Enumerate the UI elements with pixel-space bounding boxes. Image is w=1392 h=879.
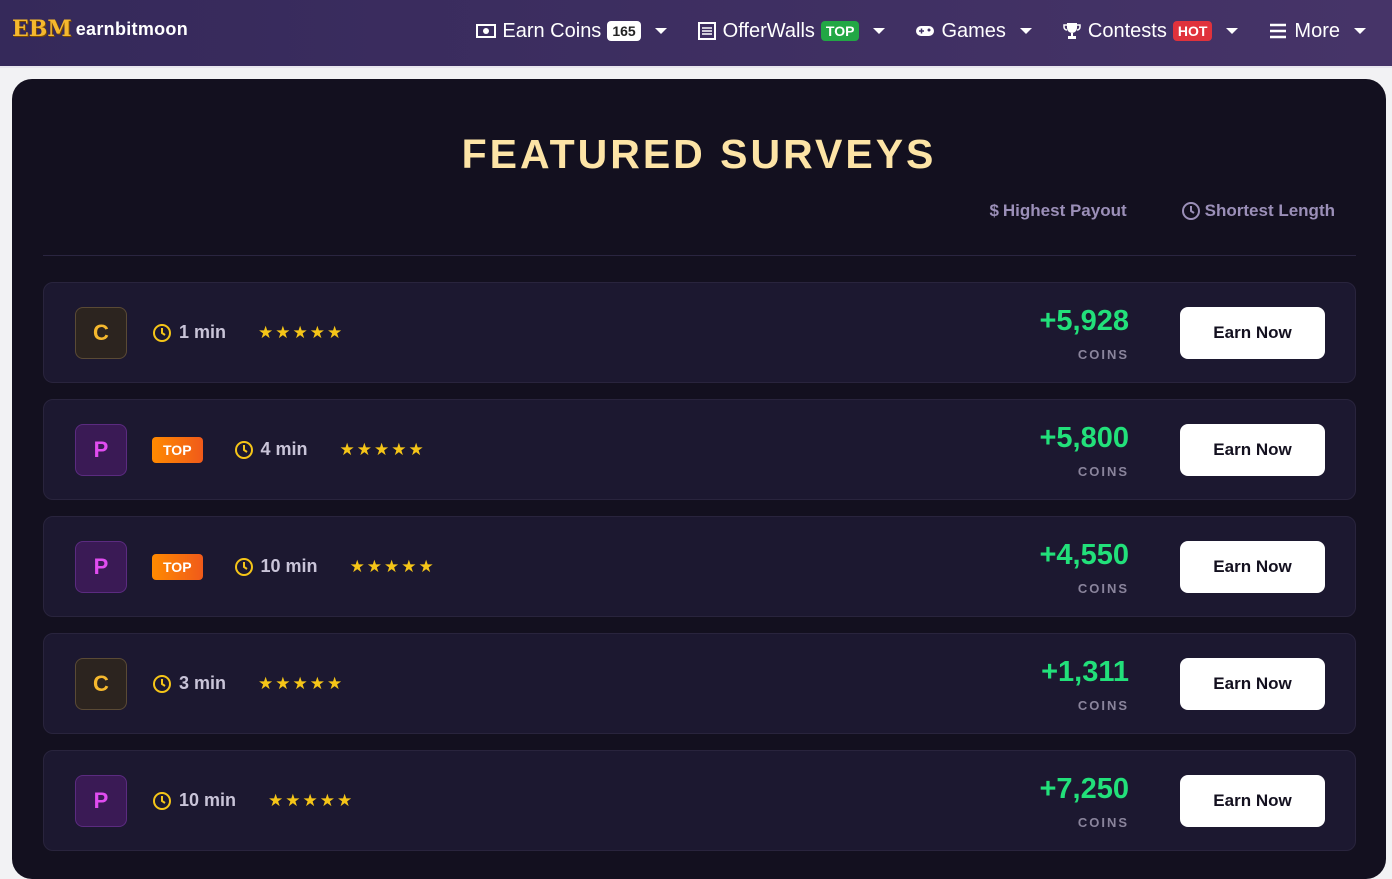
surveys-card: FEATURED SURVEYS $ Highest Payout Shortest… [12, 79, 1386, 879]
sort-label: Shortest Length [1204, 201, 1335, 220]
provider-icon: P [75, 541, 127, 593]
nav-label: OfferWalls [722, 19, 815, 42]
duration-text: 4 min [260, 439, 308, 459]
survey-row[interactable]: C 1 min ★★★★★ +5,928 COINS Earn Now [43, 282, 1356, 383]
row-info: 10 min ★★★★★ [152, 751, 354, 850]
clock-icon [153, 791, 171, 810]
divider [43, 255, 1356, 256]
caret [1019, 28, 1032, 34]
nav: Earn Coins 165 OfferWalls TOP Games Contests H… [476, 0, 1366, 62]
earn-button[interactable]: Earn Now [1180, 658, 1325, 710]
duration-text: 3 min [179, 673, 227, 693]
rating-stars: ★★★★★ [258, 322, 345, 342]
clock-icon [234, 557, 253, 576]
nav-item[interactable]: More [1268, 20, 1366, 43]
earn-button[interactable]: Earn Now [1180, 541, 1325, 593]
nav-label: Contests [1087, 19, 1167, 42]
survey-row[interactable]: P TOP 4 min ★★★★★ +5,800 COINS Earn Now [43, 399, 1356, 500]
duration-text: 10 min [179, 790, 237, 810]
duration: 1 min [152, 322, 226, 343]
rating-stars: ★★★★★ [268, 790, 355, 810]
caret [1354, 28, 1366, 34]
survey-row[interactable]: C 3 min ★★★★★ +1,311 COINS Earn Now [43, 633, 1356, 734]
earn-button[interactable]: Earn Now [1180, 775, 1325, 827]
sort-icon [1181, 202, 1200, 220]
payout-unit: COINS [1077, 815, 1129, 830]
rating-stars: ★★★★★ [339, 439, 426, 459]
clock-icon [153, 323, 171, 342]
duration: 3 min [152, 673, 226, 694]
nav-item[interactable]: OfferWalls TOP [697, 20, 886, 43]
sort-option[interactable]: Shortest Length [1181, 201, 1335, 221]
duration-text: 1 min [179, 322, 227, 342]
rating-stars: ★★★★★ [258, 673, 345, 693]
nav-item[interactable]: Games [915, 19, 1032, 43]
payout-amount: +1,311 [1041, 656, 1129, 688]
provider-icon: C [75, 658, 127, 710]
sort-icon: $ [989, 201, 999, 220]
payout-unit: COINS [1077, 581, 1129, 596]
provider-icon: C [75, 307, 127, 359]
logo[interactable]: EBM earnbitmoon [12, 16, 188, 42]
row-info: TOP 4 min ★★★★★ [152, 400, 426, 499]
payout-amount: +7,250 [1039, 773, 1129, 805]
sort-option[interactable]: $ Highest Payout [989, 201, 1126, 221]
rating-stars: ★★★★★ [349, 556, 436, 576]
payout-unit: COINS [1077, 347, 1129, 362]
top-badge: TOP [152, 436, 203, 463]
nav-item[interactable]: Contests HOT [1062, 20, 1239, 43]
section-title: FEATURED SURVEYS [461, 131, 937, 177]
survey-row[interactable]: P 10 min ★★★★★ +7,250 COINS Earn Now [43, 750, 1356, 851]
caret [654, 28, 667, 34]
sort-options: $ Highest Payout Shortest Length [989, 201, 1335, 221]
row-info: TOP 10 min ★★★★★ [152, 517, 436, 616]
sort-label: Highest Payout [1002, 201, 1127, 220]
nav-badge: 165 [607, 21, 641, 41]
earn-button[interactable]: Earn Now [1180, 307, 1325, 359]
caret [1226, 28, 1239, 34]
payout-amount: +5,800 [1039, 422, 1129, 454]
nav-item[interactable]: Earn Coins 165 [476, 19, 667, 43]
top-badge: TOP [152, 553, 203, 580]
header: EBM earnbitmoon Earn Coins 165 OfferWalls T… [0, 0, 1392, 68]
clock-icon [234, 440, 253, 459]
nav-icon [1270, 23, 1287, 39]
provider-icon: P [75, 775, 127, 827]
nav-badge: TOP [820, 21, 860, 41]
earn-button[interactable]: Earn Now [1180, 424, 1325, 476]
row-info: 1 min ★★★★★ [152, 283, 344, 382]
provider-icon: P [75, 424, 127, 476]
caret [873, 28, 886, 34]
nav-icon [697, 22, 716, 40]
duration-text: 10 min [260, 556, 318, 576]
logo-text: earnbitmoon [75, 18, 189, 39]
duration: 10 min [152, 790, 236, 811]
duration: 4 min [234, 439, 308, 460]
nav-badge: HOT [1172, 21, 1213, 41]
nav-icon [1063, 23, 1081, 39]
nav-icon [476, 24, 497, 38]
row-info: 3 min ★★★★★ [152, 634, 344, 733]
duration: 10 min [234, 556, 318, 577]
logo-mark: EBM [12, 16, 72, 42]
nav-label: More [1294, 19, 1340, 42]
payout-unit: COINS [1077, 698, 1129, 713]
payout-amount: +4,550 [1039, 539, 1129, 571]
payout-unit: COINS [1077, 464, 1129, 479]
nav-label: Earn Coins [502, 19, 602, 42]
nav-icon [916, 26, 935, 36]
payout-amount: +5,928 [1039, 305, 1129, 337]
nav-label: Games [941, 19, 1006, 42]
clock-icon [153, 674, 171, 693]
survey-row[interactable]: P TOP 10 min ★★★★★ +4,550 COINS Earn Now [43, 516, 1356, 617]
